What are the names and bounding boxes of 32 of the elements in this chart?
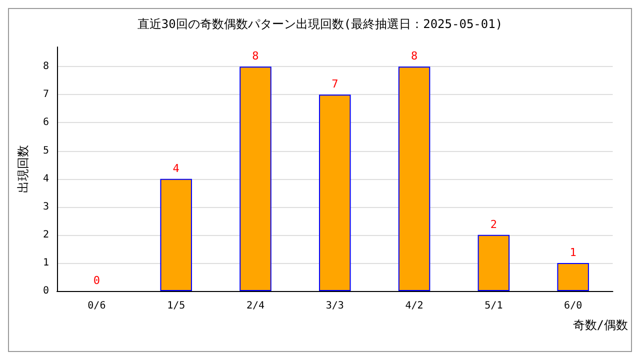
bar	[557, 262, 589, 291]
x-tick-label: 0/6	[88, 300, 106, 312]
y-tick-label: 5	[42, 145, 49, 156]
bar	[160, 178, 192, 291]
y-tick-label: 0	[42, 286, 49, 296]
x-tick-label: 2/4	[246, 300, 265, 312]
y-tick-label: 4	[42, 173, 49, 184]
data-label: 0	[93, 274, 100, 287]
x-axis-title: 奇数/偶数	[572, 318, 628, 332]
y-tick-label: 1	[42, 257, 49, 268]
data-label: 8	[252, 50, 259, 63]
data-label: 8	[410, 50, 418, 63]
y-tick-label: 3	[42, 201, 49, 212]
data-label: 7	[332, 78, 338, 91]
data-label: 1	[570, 246, 576, 259]
data-label: 4	[172, 162, 180, 175]
y-axis-title: 出現回数	[16, 145, 30, 193]
data-label: 2	[490, 218, 497, 231]
x-tick-label: 5/1	[484, 300, 503, 312]
y-tick-label: 2	[42, 229, 49, 240]
bar	[319, 94, 351, 291]
x-tick-label: 4/2	[405, 300, 424, 312]
bar	[398, 66, 430, 291]
chart-title: 直近30回の奇数偶数パターン出現回数(最終抽選日：2025-05-01)	[137, 17, 503, 31]
y-tick-label: 7	[42, 89, 49, 100]
x-tick-label: 3/3	[326, 300, 344, 312]
bar	[240, 66, 272, 291]
bar	[478, 234, 510, 291]
y-tick-label: 8	[42, 61, 49, 72]
x-tick-label: 1/5	[167, 300, 186, 312]
y-tick-label: 6	[42, 117, 49, 128]
x-tick-label: 6/0	[564, 300, 582, 312]
